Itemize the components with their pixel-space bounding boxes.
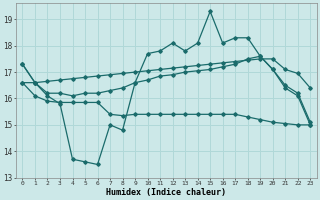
- X-axis label: Humidex (Indice chaleur): Humidex (Indice chaleur): [106, 188, 226, 197]
